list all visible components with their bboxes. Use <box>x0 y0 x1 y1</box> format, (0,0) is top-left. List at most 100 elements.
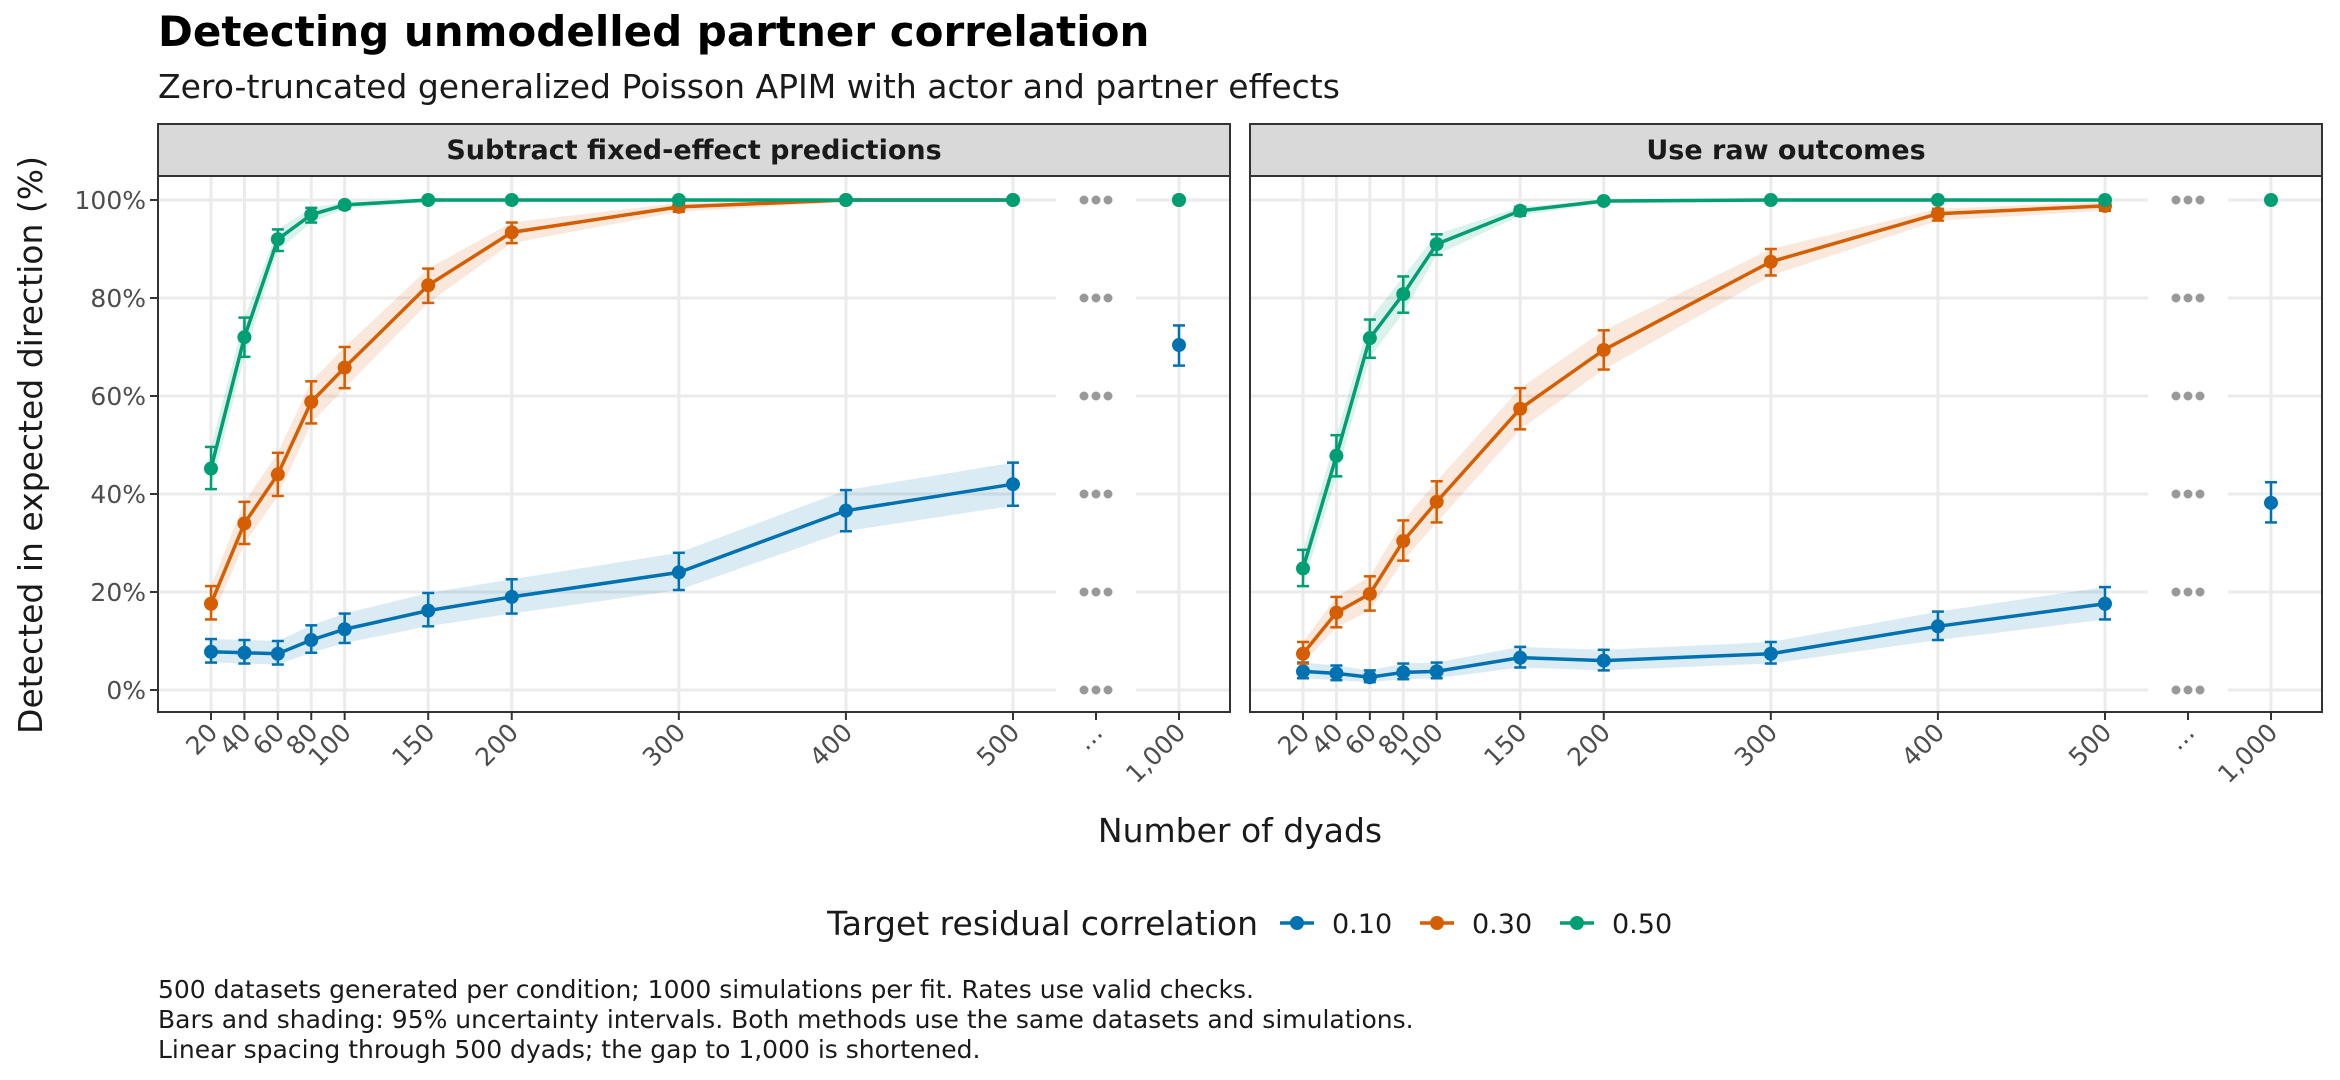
gap-marker-dot <box>1103 489 1113 499</box>
data-point <box>1396 534 1411 549</box>
data-point <box>1296 561 1310 576</box>
gap-marker-dot <box>1103 587 1113 597</box>
gap-marker-dot <box>2171 587 2181 597</box>
legend-key-point <box>1290 916 1304 930</box>
legend-label: 0.30 <box>1472 909 1532 940</box>
data-point <box>1172 338 1186 353</box>
legend-title: Target residual correlation <box>826 904 1258 943</box>
data-point <box>1396 665 1411 680</box>
data-point <box>1513 401 1528 416</box>
gap-marker-dot <box>1079 489 1089 499</box>
facet-strip <box>1249 123 2323 177</box>
data-point <box>671 565 686 580</box>
gap-marker-dot <box>2195 391 2205 401</box>
legend-key-point <box>1430 916 1444 930</box>
gap-marker-dot <box>1103 685 1113 695</box>
gap-marker-dot <box>2183 489 2193 499</box>
data-point <box>504 225 519 240</box>
data-point <box>1513 650 1528 665</box>
data-point <box>2098 193 2112 207</box>
caption-line-3: Linear spacing through 500 dyads; the ga… <box>158 1035 980 1064</box>
legend-key-point <box>1570 916 1584 930</box>
data-point <box>504 193 519 207</box>
y-tick-label: 100% <box>75 186 146 215</box>
x-tick-label: 200 <box>470 718 524 772</box>
x-tick-label: 400 <box>1896 718 1950 772</box>
data-point <box>421 603 436 618</box>
data-point <box>2264 193 2278 207</box>
data-point <box>1362 586 1377 601</box>
data-point <box>1172 193 1186 207</box>
series-line <box>209 198 1013 469</box>
x-tick-label: 300 <box>1729 718 1783 772</box>
x-tick-label: 500 <box>2063 718 2117 772</box>
data-point <box>304 207 319 222</box>
gap-marker-dot <box>2183 685 2193 695</box>
gap-marker-dot <box>1091 685 1101 695</box>
data-point <box>1362 331 1377 346</box>
caption: 500 datasets generated per condition; 10… <box>158 975 1414 1064</box>
data-point <box>1596 193 1611 208</box>
y-tick-label: 80% <box>90 284 146 313</box>
data-point <box>1429 494 1444 509</box>
x-tick-label: 200 <box>1562 718 1616 772</box>
legend-item-0.50: 0.50 <box>1560 909 1672 940</box>
gap-marker-dot <box>2195 489 2205 499</box>
data-point <box>421 278 436 293</box>
panel-background <box>1250 176 2322 712</box>
data-point <box>1006 477 1020 492</box>
data-point <box>1296 646 1310 661</box>
x-tick-label: 500 <box>971 718 1025 772</box>
data-point <box>304 394 319 409</box>
gap-marker-dot <box>2171 489 2181 499</box>
legend-item-0.10: 0.10 <box>1280 909 1392 940</box>
panel-background <box>158 176 1230 712</box>
data-point <box>237 645 252 660</box>
legend-item-0.30: 0.30 <box>1420 909 1532 940</box>
facet-panels: Subtract fixed-effect predictions2040608… <box>75 123 2323 789</box>
gap-marker-dot <box>1091 489 1101 499</box>
data-point <box>1930 619 1945 634</box>
data-point <box>1329 666 1344 681</box>
gap-marker-dot <box>2195 293 2205 303</box>
data-point <box>237 330 252 345</box>
x-tick-label: 1,000 <box>1120 718 1191 789</box>
data-point <box>504 589 519 604</box>
data-point <box>1429 237 1444 252</box>
data-point <box>270 467 285 482</box>
data-point <box>204 644 218 659</box>
data-point <box>838 503 853 518</box>
series-0.30 <box>1296 198 2112 665</box>
x-axis-title: Number of dyads <box>1098 811 1382 850</box>
series-line <box>1301 198 2105 569</box>
x-tick-label: 400 <box>804 718 858 772</box>
series-line <box>1302 602 2106 680</box>
data-point <box>671 193 686 207</box>
axis-gap <box>1056 177 1136 711</box>
data-point <box>2098 596 2112 611</box>
gap-marker-dot <box>1079 293 1089 303</box>
gap-marker-dot <box>1091 293 1101 303</box>
legend: Target residual correlation 0.10 0.30 0.50 <box>826 904 1672 943</box>
caption-line-2: Bars and shading: 95% uncertainty interv… <box>158 1005 1414 1034</box>
data-point <box>1513 203 1528 218</box>
data-point <box>237 516 252 531</box>
x-tick-label: 1,000 <box>2212 718 2283 789</box>
gap-marker-dot <box>2171 195 2181 205</box>
gap-marker-dot <box>2195 685 2205 695</box>
x-tick-label: … <box>2162 718 2200 756</box>
chart-title: Detecting unmodelled partner correlation <box>158 7 1149 56</box>
uncertainty-ribbon <box>211 200 1013 620</box>
axis-gap <box>2148 177 2228 711</box>
data-point <box>1329 448 1344 463</box>
x-tick-label: 300 <box>637 718 691 772</box>
x-tick-label: 150 <box>1478 718 1532 772</box>
series-line <box>1301 204 2106 655</box>
data-point <box>204 596 218 611</box>
gap-marker-dot <box>2195 587 2205 597</box>
data-point <box>1763 254 1778 269</box>
panel-1: Subtract fixed-effect predictions2040608… <box>75 123 1231 789</box>
chart-subtitle: Zero-truncated generalized Poisson APIM … <box>158 67 1340 106</box>
